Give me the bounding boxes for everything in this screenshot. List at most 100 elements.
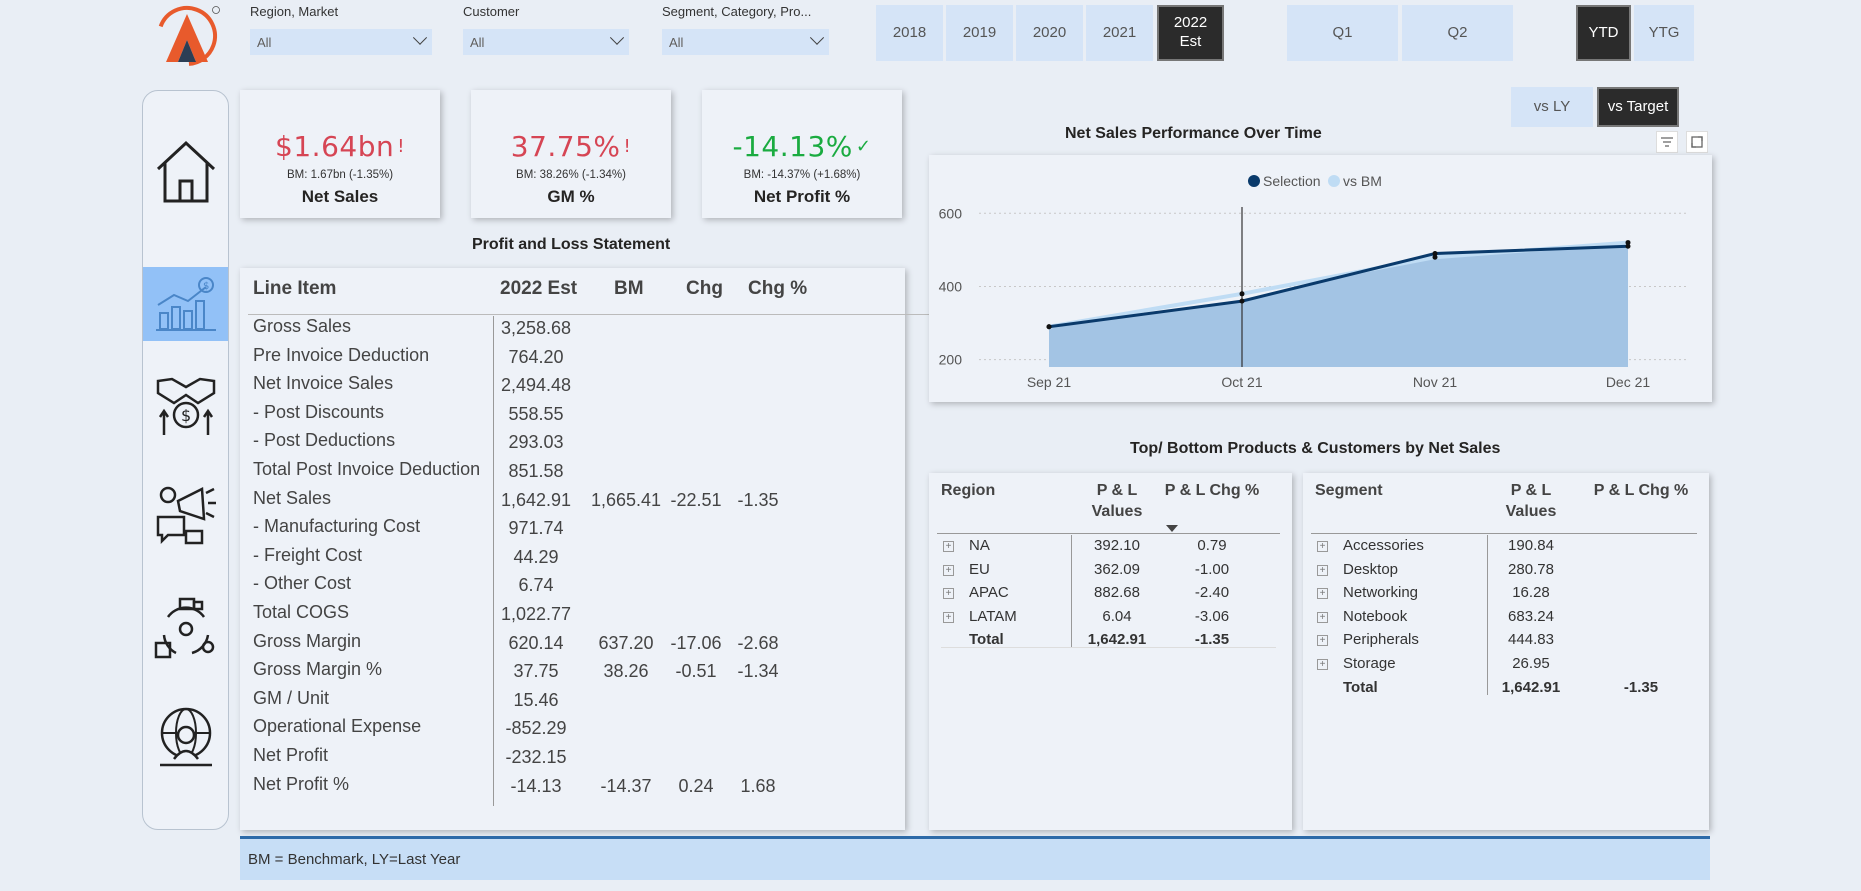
pl-cell: 764.20 — [508, 346, 564, 367]
data-point[interactable] — [1239, 291, 1245, 297]
table-cell: Networking — [1343, 584, 1419, 602]
pl-line-item: Gross Margin — [253, 630, 362, 651]
chevron-down-icon — [412, 30, 428, 45]
pl-line-item: GM / Unit — [253, 687, 330, 708]
legend-label: vs BM — [1343, 173, 1382, 189]
table-cell: NA — [969, 537, 990, 554]
pl-line-item: Total COGS — [253, 602, 350, 622]
y-tick-label: 200 — [939, 352, 963, 368]
pl-column-header: Line Item — [253, 278, 337, 299]
table-column-header: P & L Chg % — [1164, 482, 1260, 499]
home-icon — [156, 140, 215, 203]
ytd-button[interactable]: YTD — [1576, 5, 1631, 61]
pl-row: Gross Margin 620.14 637.20 -17.06 -2.68 — [240, 631, 840, 659]
pl-column-divider — [493, 316, 494, 806]
kpi-value-line: -14.13% ✓ — [702, 130, 902, 163]
data-point[interactable] — [1625, 240, 1631, 246]
expand-icon[interactable]: + — [1317, 635, 1328, 647]
expand-icon[interactable]: + — [1317, 541, 1328, 552]
pl-cell: 37.75 — [513, 661, 559, 682]
data-point[interactable] — [1046, 324, 1052, 330]
expand-icon[interactable]: + — [943, 564, 954, 576]
kpi-name: GM % — [547, 187, 595, 206]
pl-cell: 851.58 — [508, 461, 564, 481]
x-tick-label: Sep 21 — [1027, 374, 1072, 390]
table-column-header: Region — [941, 482, 996, 499]
kpi-card: 37.75%! BM: 38.26% (-1.34%) GM % — [471, 90, 671, 218]
svg-text:$: $ — [203, 281, 209, 292]
pl-cell: 6.74 — [518, 575, 554, 596]
year-button[interactable]: 2021 — [1086, 5, 1153, 61]
top-bottom-title: Top/ Bottom Products & Customers by Net … — [1130, 440, 1501, 457]
legend-marker — [1328, 175, 1340, 187]
pl-cell: 44.29 — [513, 546, 559, 567]
expand-icon[interactable]: + — [943, 588, 954, 600]
data-point[interactable] — [1432, 251, 1438, 257]
year-button[interactable]: 2022 Est — [1157, 5, 1224, 61]
pl-column-header: BM — [614, 278, 644, 299]
sort-descending-icon[interactable] — [1166, 525, 1178, 532]
nav-supply-chain[interactable] — [143, 591, 228, 665]
pl-cell: 38.26 — [603, 661, 649, 682]
data-point[interactable] — [1239, 298, 1245, 304]
filter-dropdown[interactable]: All — [250, 29, 432, 55]
pl-line-item: - Post Deductions — [253, 430, 396, 451]
expand-icon[interactable]: + — [1317, 564, 1328, 576]
pl-header-divider — [248, 314, 1053, 315]
quarter-button[interactable]: Q1 — [1287, 5, 1398, 61]
pl-cell: -1.34 — [737, 661, 779, 682]
pl-cell: 3,258.68 — [500, 318, 572, 338]
data-point[interactable] — [1625, 243, 1631, 249]
year-button[interactable]: 2019 — [946, 5, 1013, 61]
kpi-name: Net Profit % — [753, 187, 851, 206]
year-button[interactable]: 2020 — [1016, 5, 1083, 61]
nav-marketing[interactable] — [143, 479, 228, 553]
quarter-button[interactable]: Q2 — [1402, 5, 1513, 61]
pl-cell: 1,665.41 — [590, 489, 662, 510]
kpi-card: -14.13% ✓ BM: -14.37% (+1.68%) Net Profit % — [702, 90, 902, 218]
filter-dropdown[interactable]: All — [662, 29, 829, 55]
vs-target-button[interactable]: vs Target — [1597, 87, 1679, 127]
executive-globe-icon — [159, 707, 212, 767]
series-line-selection — [1048, 244, 1629, 329]
expand-icon[interactable]: + — [943, 541, 954, 552]
table-cell: 0.79 — [1197, 537, 1227, 554]
x-tick-label: Oct 21 — [1221, 374, 1262, 390]
pl-column-header: 2022 Est — [500, 278, 578, 299]
nav-finance[interactable]: $ — [143, 267, 228, 341]
pl-cell: 971.74 — [508, 518, 564, 539]
check-icon: ✓ — [855, 136, 872, 157]
expand-icon[interactable]: + — [1317, 659, 1328, 670]
vs-ly-button[interactable]: vs LY — [1511, 87, 1593, 127]
pl-cell: 2,494.48 — [500, 375, 572, 396]
chevron-down-icon — [809, 30, 825, 45]
pl-cell: 293.03 — [508, 432, 564, 453]
table-cell: Accessories — [1343, 537, 1424, 554]
column-divider — [1487, 535, 1488, 695]
pl-cell: -1.35 — [737, 489, 779, 510]
kpi-value: -14.13% — [732, 130, 853, 163]
expand-icon[interactable]: + — [1317, 588, 1328, 600]
pl-line-item: Net Sales — [253, 487, 332, 508]
total-cell: 1,642.91 — [1087, 631, 1147, 649]
ytg-button[interactable]: YTG — [1634, 5, 1694, 61]
expand-icon[interactable]: + — [943, 611, 954, 623]
expand-icon[interactable]: + — [1317, 611, 1328, 623]
table-cell: 444.83 — [1508, 631, 1554, 649]
focus-mode-icon[interactable] — [1686, 131, 1708, 153]
table-header-divider — [937, 533, 1280, 534]
nav-executive[interactable] — [143, 701, 228, 775]
table-cell: 392.10 — [1094, 537, 1140, 554]
filter-icon[interactable] — [1656, 131, 1678, 153]
table-cell: Desktop — [1343, 560, 1399, 578]
data-point[interactable] — [1432, 254, 1438, 260]
table-column-header: P & L Values — [1505, 482, 1557, 520]
nav-home[interactable] — [143, 135, 228, 209]
kpi-value-line: 37.75%! — [471, 130, 671, 163]
supply-chain-icon — [154, 597, 214, 659]
pl-cell: -852.29 — [505, 718, 567, 739]
x-tick-label: Nov 21 — [1413, 374, 1458, 390]
filter-dropdown[interactable]: All — [463, 29, 629, 55]
nav-sales[interactable]: $ — [143, 369, 228, 443]
year-button[interactable]: 2018 — [876, 5, 943, 61]
